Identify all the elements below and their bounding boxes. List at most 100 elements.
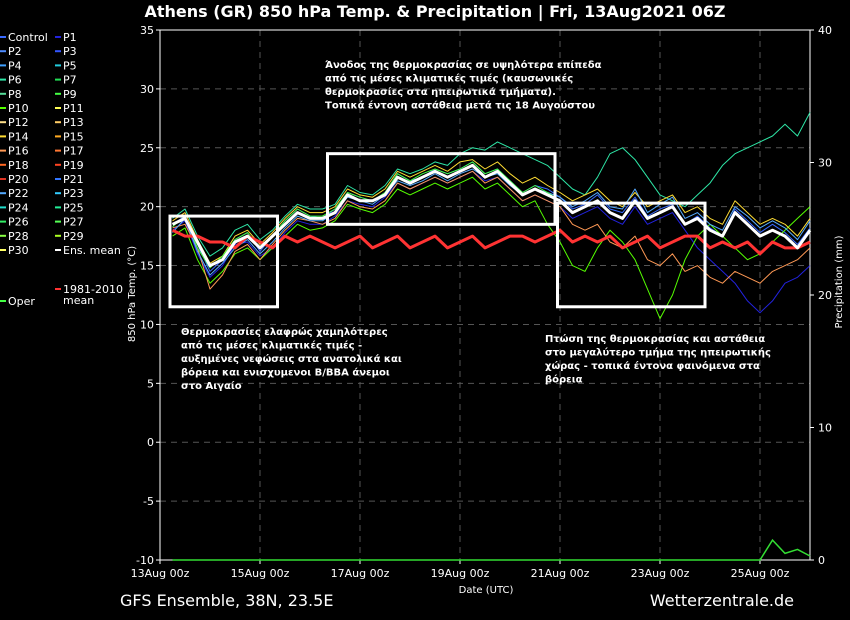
- legend-label-line: P6: [8, 74, 22, 87]
- legend-label: P8: [8, 88, 22, 101]
- axes: -10 -5 0 5 10 15 20 25 30 35 0 10 20 30 40 13Aug 00z 15A…: [131, 24, 832, 580]
- legend-label-line: Oper: [8, 295, 35, 308]
- y-tick-label: 10: [140, 318, 154, 331]
- legend-label-line: P15: [63, 130, 84, 143]
- legend-label-line: P21: [63, 173, 84, 186]
- y-tick-label: 15: [140, 260, 154, 273]
- y2-tick-label: 20: [818, 289, 832, 302]
- legend-label-line: P18: [8, 159, 29, 172]
- highlight-box-3: [556, 201, 707, 309]
- legend-label-line: P4: [8, 59, 22, 72]
- legend-label-line: P26: [8, 216, 29, 229]
- legend-label-line: P10: [8, 102, 29, 115]
- highlight-boxes: [168, 152, 707, 309]
- legend-label-line: P27: [63, 216, 84, 229]
- annotation-line: στο Αιγαίο: [181, 380, 242, 392]
- legend-label-line: P16: [8, 145, 29, 158]
- legend-label: P20: [8, 173, 29, 186]
- x-tick-label: 19Aug 00z: [431, 567, 490, 580]
- legend-label-line: P22: [8, 187, 29, 200]
- legend-label: P7: [63, 74, 77, 87]
- y-tick-label: 35: [140, 24, 154, 37]
- legend-label: P30: [8, 244, 29, 257]
- legend-label-line: P23: [63, 187, 84, 200]
- x-tick-label: 21Aug 00z: [531, 567, 590, 580]
- legend-label: Oper: [8, 295, 35, 308]
- legend-label-line: P20: [8, 173, 29, 186]
- y-tick-label: 25: [140, 142, 154, 155]
- legend-label: P14: [8, 130, 29, 143]
- y-tick-label: 0: [147, 436, 154, 449]
- legend-label-line: P14: [8, 130, 29, 143]
- highlight-box-1: [168, 214, 279, 309]
- legend-label: P24: [8, 201, 29, 214]
- legend-label: P5: [63, 59, 77, 72]
- annotation-line: χώρας - τοπικά έντονα φαινόμενα στα: [545, 360, 760, 372]
- legend-label: Ens. mean: [63, 244, 121, 257]
- legend-label: P9: [63, 88, 77, 101]
- legend-label: 1981-2010 mean: [63, 283, 123, 307]
- legend-label: P4: [8, 59, 22, 72]
- legend-label-line: Control: [8, 31, 48, 44]
- legend-label: P19: [63, 159, 84, 172]
- legend-label-line: P28: [8, 230, 29, 243]
- legend-label: P15: [63, 130, 84, 143]
- annotation-line: θερμοκρασίες στα ηπειρωτικά τμήματα).: [325, 86, 556, 98]
- x-tick-label: 23Aug 00z: [631, 567, 690, 580]
- legend-label-line: P29: [63, 230, 84, 243]
- legend-label-line: P9: [63, 88, 77, 101]
- annotation-line: από τις μέσες κλιματικές τιμές (καυσωνικ…: [325, 73, 573, 85]
- annotation-line: Θερμοκρασίες ελαφρώς χαμηλότερες: [181, 326, 388, 338]
- x-tick-label: 13Aug 00z: [131, 567, 190, 580]
- annotation-line: Πτώση της θερμοκρασίας και αστάθεια: [545, 333, 765, 345]
- legend-label-line: P7: [63, 74, 77, 87]
- legend: Control P1 P2 P3 P4 P5 P6 P7 P8 P9 P10 P11 P12 P13 P14…: [0, 31, 123, 308]
- legend-label: P2: [8, 45, 22, 58]
- annotation-line: βόρεια και ενισχυμενοι Β/ΒΒΑ άνεμοι: [181, 367, 390, 379]
- annotation-line: αυξημένες νεφώσεις στα ανατολικά και: [181, 353, 402, 365]
- y2-tick-label: 0: [818, 554, 825, 567]
- y2-tick-label: 40: [818, 24, 832, 37]
- legend-label-line: Ens. mean: [63, 244, 121, 257]
- y-tick-label: 5: [147, 377, 154, 390]
- legend-label-line: P8: [8, 88, 22, 101]
- highlight-box-2: [326, 152, 557, 226]
- legend-label: P21: [63, 173, 84, 186]
- legend-label-line: P2: [8, 45, 22, 58]
- annotation-2: Θερμοκρασίες ελαφρώς χαμηλότερες από τις …: [181, 326, 402, 392]
- annotation-line: Άνοδος της θερμοκρασίας σε υψηλότερα επί…: [325, 59, 602, 71]
- legend-label-line: 1981-2010: [63, 283, 123, 296]
- annotation-3: Πτώση της θερμοκρασίας και αστάθεια στο μ…: [545, 333, 771, 386]
- legend-label: P29: [63, 230, 84, 243]
- legend-label: P3: [63, 45, 77, 58]
- y-tick-label: -5: [143, 495, 154, 508]
- x-tick-label: 25Aug 00z: [731, 567, 790, 580]
- legend-label-line: P19: [63, 159, 84, 172]
- x-axis-label: Date (UTC): [459, 585, 514, 596]
- legend-label: P25: [63, 201, 84, 214]
- y-axis-label: 850 hPa Temp. (°C): [127, 246, 138, 342]
- y2-tick-label: 30: [818, 157, 832, 170]
- legend-label-line: P5: [63, 59, 77, 72]
- chart-title: Athens (GR) 850 hPa Temp. & Precipitatio…: [144, 2, 725, 22]
- legend-label: P16: [8, 145, 29, 158]
- legend-label-line: P30: [8, 244, 29, 257]
- legend-label: P28: [8, 230, 29, 243]
- legend-label: P6: [8, 74, 22, 87]
- legend-label: P1: [63, 31, 77, 44]
- legend-label: P18: [8, 159, 29, 172]
- legend-label: P11: [63, 102, 84, 115]
- footer-site-credit: Wetterzentrale.de: [650, 591, 794, 610]
- legend-label-line: P12: [8, 116, 29, 129]
- footer-model-info: GFS Ensemble, 38N, 23.5E: [120, 591, 333, 610]
- y2-axis-label: Precipitation (mm): [834, 235, 845, 328]
- annotations: Άνοδος της θερμοκρασίας σε υψηλότερα επί…: [181, 59, 771, 392]
- x-tick-label: 17Aug 00z: [331, 567, 390, 580]
- y-tick-label: -10: [136, 554, 154, 567]
- legend-label: P22: [8, 187, 29, 200]
- legend-label-line: P1: [63, 31, 77, 44]
- y-tick-label: 30: [140, 83, 154, 96]
- legend-label: P12: [8, 116, 29, 129]
- legend-label: P10: [8, 102, 29, 115]
